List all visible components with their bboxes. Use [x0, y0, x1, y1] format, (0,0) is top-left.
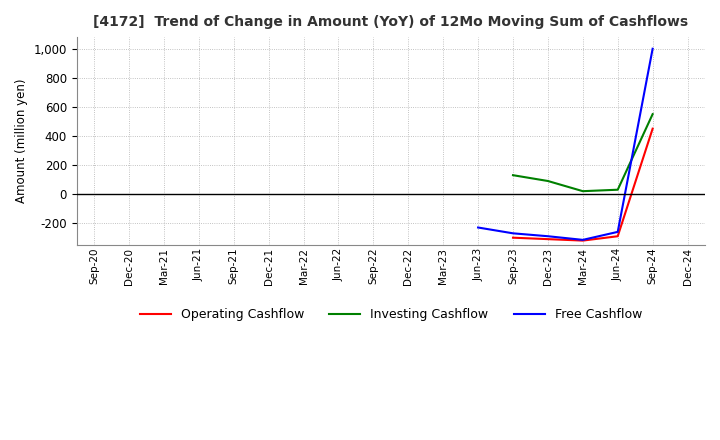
- Operating Cashflow: [509, 235, 518, 240]
- Investing Cashflow: [544, 178, 552, 183]
- Free Cashflow: [509, 231, 518, 236]
- Free Cashflow: [648, 46, 657, 51]
- Investing Cashflow: [509, 172, 518, 178]
- Title: [4172]  Trend of Change in Amount (YoY) of 12Mo Moving Sum of Cashflows: [4172] Trend of Change in Amount (YoY) o…: [94, 15, 688, 29]
- Operating Cashflow: [613, 234, 622, 239]
- Investing Cashflow: [613, 187, 622, 192]
- Investing Cashflow: [578, 188, 587, 194]
- Line: Operating Cashflow: Operating Cashflow: [513, 128, 652, 241]
- Operating Cashflow: [648, 126, 657, 131]
- Operating Cashflow: [544, 237, 552, 242]
- Y-axis label: Amount (million yen): Amount (million yen): [15, 79, 28, 203]
- Line: Investing Cashflow: Investing Cashflow: [513, 114, 652, 191]
- Operating Cashflow: [578, 238, 587, 243]
- Free Cashflow: [613, 229, 622, 235]
- Free Cashflow: [578, 237, 587, 242]
- Free Cashflow: [474, 225, 482, 230]
- Free Cashflow: [544, 234, 552, 239]
- Legend: Operating Cashflow, Investing Cashflow, Free Cashflow: Operating Cashflow, Investing Cashflow, …: [135, 303, 647, 326]
- Investing Cashflow: [648, 111, 657, 117]
- Line: Free Cashflow: Free Cashflow: [478, 49, 652, 240]
